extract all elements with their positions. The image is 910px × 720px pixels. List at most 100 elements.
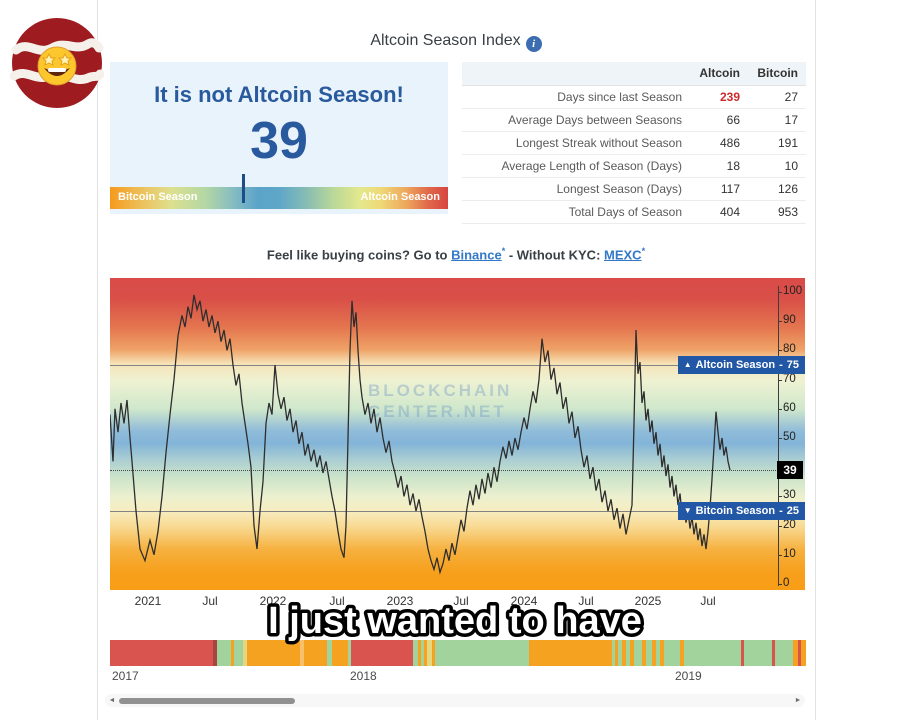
navigator-segment xyxy=(231,640,234,666)
navigator-segment xyxy=(418,640,421,666)
range-navigator[interactable] xyxy=(110,640,806,666)
navigator-segment xyxy=(798,640,801,666)
navigator-segment xyxy=(775,640,793,666)
y-tick-mark xyxy=(778,525,782,527)
navigator-year-label: 2017 xyxy=(112,669,139,683)
x-tick-label: Jul xyxy=(578,594,594,608)
navigator-segment xyxy=(801,640,806,666)
y-tick-mark xyxy=(778,379,782,381)
row-label: Average Length of Season (Days) xyxy=(462,154,690,178)
navigator-segment xyxy=(424,640,427,666)
mexc-link[interactable]: MEXC xyxy=(604,247,642,263)
altcoin-value: 239 xyxy=(690,85,748,109)
info-icon[interactable]: i xyxy=(525,36,542,52)
table-row: Total Days of Season 404 953 xyxy=(462,200,806,224)
navigator-segment xyxy=(660,640,664,666)
current-value-badge: 39 xyxy=(777,461,803,480)
y-tick-mark xyxy=(778,584,782,585)
y-tick-label: 30 xyxy=(783,489,796,502)
promo-line: Feel like buying coins? Go to Binance* -… xyxy=(97,246,815,262)
bitcoin-value: 191 xyxy=(748,131,806,155)
altcoin-value: 18 xyxy=(690,154,748,178)
y-tick-mark xyxy=(778,292,782,293)
navigator-segment xyxy=(618,640,622,666)
navigator-segment xyxy=(332,640,348,666)
y-tick-label: 0 xyxy=(783,577,790,589)
navigator-segment xyxy=(348,640,351,666)
table-header-row: Altcoin Bitcoin xyxy=(462,62,806,86)
season-headline: It is not Altcoin Season! xyxy=(154,82,404,107)
navigator-segment xyxy=(529,640,612,666)
navigator-segment xyxy=(664,640,680,666)
altcoin-badge-value: 75 xyxy=(786,359,799,371)
navigator-segment xyxy=(634,640,642,666)
bitcoin-badge-value: 25 xyxy=(786,505,799,517)
navigator-segment xyxy=(622,640,626,666)
navigator-segment xyxy=(421,640,424,666)
horizontal-scrollbar[interactable]: ◄ ► xyxy=(105,694,805,707)
y-tick-mark xyxy=(778,438,782,439)
content-left-border xyxy=(97,0,98,720)
season-panel: It is not Altcoin Season! 39 Bitcoin Sea… xyxy=(110,62,448,214)
current-value-dotted-line xyxy=(110,470,778,472)
bitcoin-value: 10 xyxy=(748,154,806,178)
navigator-segment xyxy=(684,640,741,666)
navigator-segment xyxy=(432,640,435,666)
navigator-segment xyxy=(304,640,327,666)
x-tick-label: Jul xyxy=(329,594,345,608)
x-tick-label: 2025 xyxy=(634,594,662,608)
navigator-segment xyxy=(680,640,684,666)
scroll-left-arrow-icon[interactable]: ◄ xyxy=(108,697,116,704)
watermark-line1: BLOCKCHAIN xyxy=(368,381,513,400)
row-label: Longest Season (Days) xyxy=(462,177,690,201)
navigator-segment xyxy=(615,640,618,666)
navigator-segment xyxy=(243,640,247,666)
x-tick-label: 2023 xyxy=(386,594,414,608)
y-tick-mark xyxy=(778,408,782,410)
table-row: Average Days between Seasons 66 17 xyxy=(462,108,806,132)
down-arrow-icon: ▼ xyxy=(683,506,692,515)
y-tick-mark xyxy=(778,350,782,352)
table-row: Longest Streak without Season 486 191 xyxy=(462,131,806,155)
navigator-segment xyxy=(630,640,634,666)
up-arrow-icon: ▲ xyxy=(683,360,692,369)
altcoin-value: 117 xyxy=(690,177,748,201)
navigator-segment xyxy=(217,640,231,666)
y-tick-label: 10 xyxy=(783,547,796,560)
navigator-segment xyxy=(327,640,332,666)
row-label: Days since last Season xyxy=(462,85,690,109)
bitcoin-value: 953 xyxy=(748,200,806,224)
navigator-segment xyxy=(110,640,213,666)
season-index-chart[interactable]: BLOCKCHAIN CENTER.NET 100 90 80 70 60 50 30 20 1… xyxy=(110,278,805,590)
navigator-year-label: 2018 xyxy=(350,669,377,683)
navigator-segment xyxy=(300,640,304,666)
x-axis-labels: 2021 Jul 2022 Jul 2023 Jul 2024 Jul 2025 Jul xyxy=(110,594,805,610)
binance-link[interactable]: Binance xyxy=(451,247,502,263)
y-tick-label: 20 xyxy=(783,518,796,531)
scroll-right-arrow-icon[interactable]: ► xyxy=(794,697,802,704)
navigator-segment xyxy=(626,640,630,666)
y-tick-mark xyxy=(778,496,782,498)
badge-separator: - xyxy=(779,505,783,517)
y-tick-label: 70 xyxy=(783,372,796,385)
navigator-segment xyxy=(213,640,217,666)
y-tick-label: 60 xyxy=(783,401,796,414)
badge-separator: - xyxy=(779,359,783,371)
header-bitcoin: Bitcoin xyxy=(748,62,806,86)
page-title: Altcoin Season Index i xyxy=(97,32,815,52)
watermark-line2: CENTER.NET xyxy=(368,402,507,421)
scrollbar-thumb[interactable] xyxy=(119,697,295,704)
mexc-asterisk: * xyxy=(641,246,646,256)
watermark: BLOCKCHAIN CENTER.NET xyxy=(368,380,512,422)
caption-text: I just wanted to have xyxy=(268,600,642,642)
y-tick-label: 90 xyxy=(783,314,796,327)
binance-asterisk: * xyxy=(501,246,506,256)
navigator-segment xyxy=(435,640,529,666)
altcoin-season-badge: ▲ Altcoin Season -75 xyxy=(677,356,805,374)
y-tick-label: 100 xyxy=(783,285,803,297)
gauge-altcoin-season-label: Altcoin Season xyxy=(360,191,440,203)
y-axis-line xyxy=(778,286,779,586)
bitcoin-value: 27 xyxy=(748,85,806,109)
header-empty-cell xyxy=(462,62,690,86)
